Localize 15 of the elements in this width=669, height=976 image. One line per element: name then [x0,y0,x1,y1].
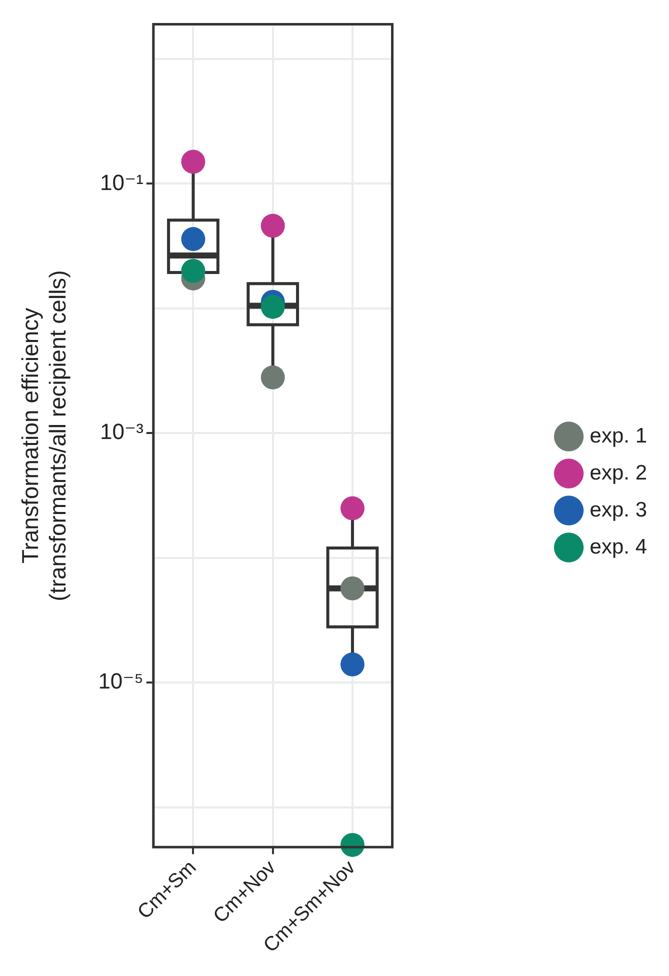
y-tick-label: 10⁻⁵ [98,668,144,694]
legend-label: exp. 2 [590,461,648,484]
y-axis-title: Transformation efficiency (transformants/all recipient cells) [17,270,71,602]
point [340,652,364,676]
y-tick-label: 10⁻¹ [100,170,144,195]
point [340,832,364,857]
legend-label: exp. 1 [590,424,648,448]
point [260,365,285,390]
point [340,496,364,520]
legend-label: exp. 3 [590,498,648,522]
legend-label: exp. 4 [590,535,648,558]
y-tick-label: 10⁻³ [100,419,144,444]
point [181,258,206,283]
point [181,150,206,174]
point [260,214,285,238]
